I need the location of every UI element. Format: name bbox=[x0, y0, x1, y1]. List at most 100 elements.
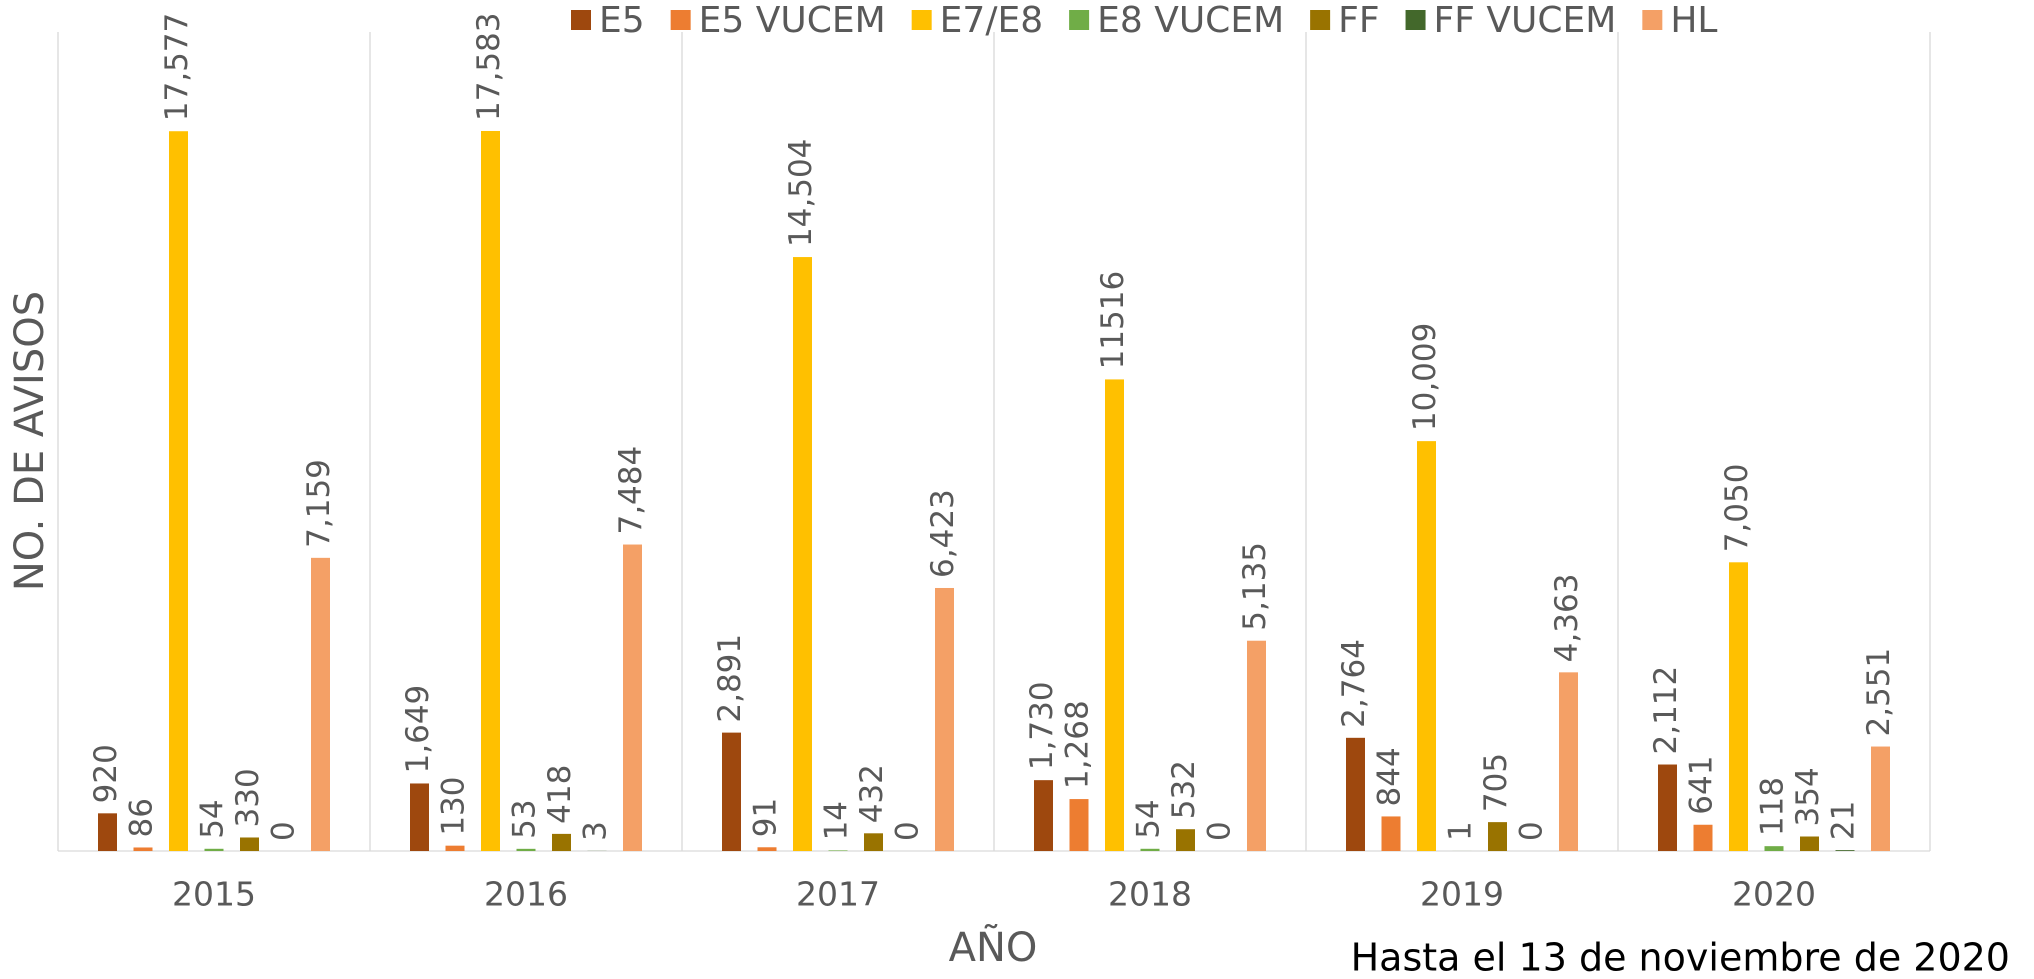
data-label: 1,268 bbox=[1060, 700, 1096, 789]
bar bbox=[204, 848, 224, 851]
bar bbox=[240, 837, 259, 851]
legend-label: FF VUCEM bbox=[1434, 0, 1617, 41]
bar bbox=[1488, 822, 1507, 851]
data-label: 3 bbox=[578, 821, 614, 841]
legend-swatch bbox=[670, 10, 691, 30]
bar bbox=[1034, 780, 1053, 851]
bar bbox=[516, 848, 536, 851]
data-label: 91 bbox=[748, 798, 784, 837]
data-label: 1 bbox=[1443, 821, 1479, 841]
x-tick-label: 2017 bbox=[796, 875, 880, 914]
data-label: 118 bbox=[1755, 777, 1791, 836]
legend-label: E5 VUCEM bbox=[699, 0, 886, 41]
legend-label: FF bbox=[1338, 0, 1379, 41]
legend-swatch bbox=[571, 10, 591, 30]
data-label: 2,112 bbox=[1648, 666, 1684, 755]
annotation: Hasta el 13 de noviembre de 2020 bbox=[1351, 936, 2010, 979]
bar bbox=[1381, 816, 1401, 851]
data-label: 86 bbox=[124, 798, 160, 837]
bar bbox=[1800, 836, 1819, 851]
bar bbox=[1417, 441, 1436, 851]
bar bbox=[623, 544, 642, 851]
bar bbox=[1176, 829, 1195, 851]
data-label: 2,551 bbox=[1861, 648, 1897, 737]
data-label: 1,649 bbox=[400, 685, 436, 774]
x-tick-label: 2015 bbox=[172, 875, 256, 914]
legend-swatch bbox=[1642, 10, 1663, 30]
data-label: 17,577 bbox=[159, 13, 195, 121]
bar bbox=[935, 587, 954, 851]
legend-swatch bbox=[1069, 10, 1090, 30]
data-label: 0 bbox=[1202, 821, 1238, 841]
data-label: 418 bbox=[542, 765, 578, 824]
data-label: 7,050 bbox=[1719, 464, 1755, 553]
bar bbox=[169, 131, 188, 851]
bar bbox=[1729, 562, 1748, 851]
legend-swatch bbox=[911, 10, 932, 30]
legend-swatch bbox=[1405, 10, 1426, 30]
y-axis-title: NO. DE AVISOS bbox=[7, 291, 53, 591]
bar bbox=[1871, 746, 1890, 851]
bar bbox=[864, 833, 883, 851]
bar bbox=[793, 257, 812, 852]
data-label: 11516 bbox=[1095, 271, 1131, 370]
data-label: 7,484 bbox=[613, 446, 649, 535]
bar bbox=[98, 813, 117, 851]
x-tick-label: 2020 bbox=[1732, 875, 1816, 914]
bar bbox=[1069, 799, 1089, 851]
data-label: 7,159 bbox=[301, 459, 337, 548]
data-label: 17,583 bbox=[471, 12, 507, 120]
bar bbox=[1835, 850, 1855, 851]
data-label: 5,135 bbox=[1237, 542, 1273, 631]
bar bbox=[1140, 848, 1160, 851]
bar bbox=[757, 847, 777, 851]
x-tick-label: 2018 bbox=[1108, 875, 1192, 914]
data-label: 0 bbox=[266, 821, 302, 841]
bar bbox=[133, 847, 153, 851]
legend-label: E7/E8 bbox=[940, 0, 1043, 41]
bar bbox=[1658, 764, 1677, 851]
bar bbox=[1105, 379, 1124, 851]
bar bbox=[410, 783, 429, 851]
bar bbox=[1346, 737, 1365, 851]
bar bbox=[552, 833, 571, 851]
legend-label: HL bbox=[1670, 0, 1717, 41]
data-label: 354 bbox=[1790, 767, 1826, 826]
data-label: 0 bbox=[1514, 821, 1550, 841]
data-label: 21 bbox=[1826, 801, 1862, 840]
bar bbox=[481, 130, 500, 852]
x-tick-label: 2019 bbox=[1420, 875, 1504, 914]
bar bbox=[1764, 846, 1784, 851]
bar bbox=[1559, 672, 1578, 851]
bar bbox=[1693, 824, 1713, 851]
bar bbox=[722, 732, 741, 851]
data-label: 14 bbox=[819, 801, 855, 840]
x-tick-label: 2016 bbox=[484, 875, 568, 914]
data-label: 6,423 bbox=[925, 489, 961, 578]
data-label: 641 bbox=[1684, 756, 1720, 815]
data-label: 1,730 bbox=[1024, 681, 1060, 770]
legend-label: E8 VUCEM bbox=[1097, 0, 1284, 41]
data-label: 432 bbox=[854, 764, 890, 823]
data-label: 54 bbox=[1131, 799, 1167, 838]
data-label: 844 bbox=[1372, 747, 1408, 806]
data-label: 54 bbox=[195, 799, 231, 838]
bar bbox=[445, 845, 465, 851]
data-label: 130 bbox=[436, 777, 472, 836]
data-label: 4,363 bbox=[1549, 574, 1585, 663]
bar bbox=[1247, 640, 1266, 851]
data-label: 53 bbox=[507, 799, 543, 838]
data-label: 920 bbox=[88, 744, 124, 803]
bar bbox=[828, 850, 848, 851]
data-label: 2,891 bbox=[712, 634, 748, 723]
legend-swatch bbox=[1310, 10, 1331, 30]
data-label: 705 bbox=[1478, 753, 1514, 812]
data-label: 532 bbox=[1166, 760, 1202, 819]
data-label: 10,009 bbox=[1407, 323, 1443, 431]
bar bbox=[311, 557, 330, 851]
data-label: 330 bbox=[230, 768, 266, 827]
data-label: 0 bbox=[890, 821, 926, 841]
x-axis-title: AÑO bbox=[949, 923, 1038, 971]
data-label: 2,764 bbox=[1336, 639, 1372, 728]
